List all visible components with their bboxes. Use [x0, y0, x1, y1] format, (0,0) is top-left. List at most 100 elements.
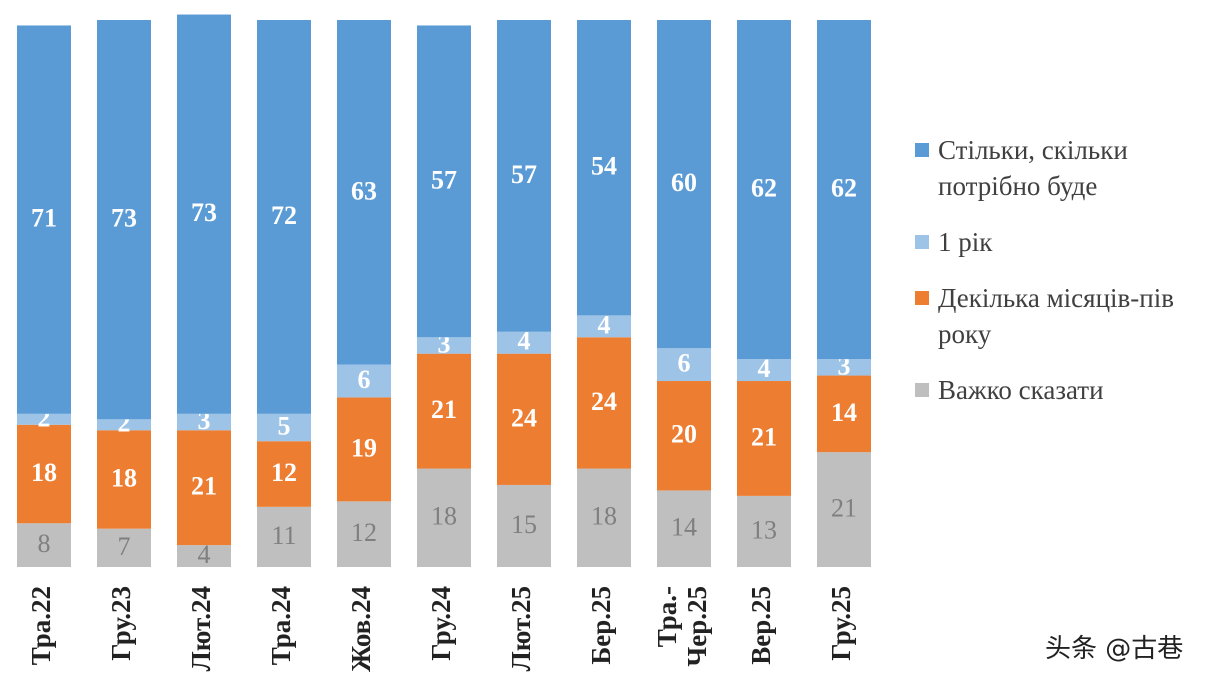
value-label: 60 [671, 168, 697, 197]
bar-segment [817, 452, 871, 567]
value-label: 5 [278, 411, 291, 440]
value-label: 62 [831, 174, 857, 203]
value-label: 12 [271, 458, 297, 487]
value-label: 6 [678, 349, 691, 378]
bar-segment [417, 468, 471, 567]
bar-segment [817, 375, 871, 453]
bar-segment [97, 528, 151, 567]
value-label: 21 [831, 494, 857, 523]
watermark: 头条 @古巷 [1045, 634, 1184, 664]
bar-segment [97, 419, 151, 431]
bar-segment [337, 501, 391, 567]
value-label: 4 [758, 354, 771, 383]
x-tick-label: Тра.24 [266, 586, 296, 665]
bar-segment [97, 20, 151, 420]
value-label: 21 [191, 472, 217, 501]
bar-segment [737, 359, 791, 382]
value-label: 57 [431, 165, 457, 194]
bar-segment [577, 468, 631, 567]
x-tick-label: Лют.24 [186, 586, 216, 671]
bar-segment [657, 490, 711, 567]
x-tick-label: Гру.23 [106, 586, 136, 661]
bar-segment [17, 523, 71, 567]
bar-segment [17, 424, 71, 524]
value-label: 62 [751, 174, 777, 203]
x-tick-label: Гру.25 [826, 586, 856, 661]
bar-segment [657, 20, 711, 349]
value-label: 73 [191, 198, 217, 227]
bar-segment [257, 441, 311, 507]
value-label: 6 [358, 365, 371, 394]
legend-swatch [915, 143, 929, 157]
bar-segment [497, 484, 551, 567]
value-label: 71 [31, 204, 57, 233]
legend-swatch [915, 383, 929, 397]
value-label: 15 [511, 510, 537, 539]
value-label: 13 [751, 515, 777, 544]
legend-label: Декілька місяців-пів року [938, 283, 1174, 349]
legend-item: 1 рік [915, 224, 1225, 260]
value-label: 21 [751, 422, 777, 451]
bar-segment [417, 25, 471, 338]
value-label: 11 [271, 521, 296, 550]
value-label: 18 [591, 502, 617, 531]
legend-label: Стільки, скільки потрібно буде [938, 135, 1128, 201]
value-label: 4 [198, 540, 211, 569]
bar-segment [177, 545, 231, 567]
value-label: 54 [591, 152, 617, 181]
legend-item: Декілька місяців-пів року [915, 280, 1225, 352]
value-label: 72 [271, 201, 297, 230]
bar-segment [17, 25, 71, 414]
value-label: 8 [38, 529, 51, 558]
value-label: 12 [351, 518, 377, 547]
x-tick-label: Бер.25 [586, 586, 616, 665]
value-label: 24 [591, 387, 617, 416]
bar-segment [417, 337, 471, 354]
bar-segment [497, 353, 551, 485]
bar-segment [577, 20, 631, 316]
value-label: 19 [351, 433, 377, 462]
legend-label: 1 рік [938, 227, 993, 257]
legend-item: Важко сказати [915, 372, 1225, 408]
bar-segment [657, 381, 711, 491]
bar-segment [177, 14, 231, 414]
value-label: 57 [511, 160, 537, 189]
value-label: 4 [598, 310, 611, 339]
x-tick-label: Тра.-Чер.25 [652, 586, 712, 667]
bar-segment [577, 315, 631, 338]
value-label: 14 [831, 398, 857, 427]
bar-segment [17, 413, 71, 425]
bar-segment [497, 331, 551, 354]
legend-swatch [915, 291, 929, 305]
legend-label: Важко сказати [938, 375, 1104, 405]
bar-segment [577, 337, 631, 469]
x-tick-label: Гру.24 [426, 586, 456, 661]
bar-segment [337, 397, 391, 502]
value-label: 18 [31, 458, 57, 487]
value-label: 73 [111, 204, 137, 233]
value-label: 18 [431, 502, 457, 531]
value-label: 7 [118, 532, 131, 561]
value-label: 63 [351, 176, 377, 205]
bar-segment [737, 381, 791, 496]
bar-segment [817, 359, 871, 376]
value-label: 4 [518, 327, 531, 356]
bar-segment [737, 20, 791, 360]
x-tick-label: Жов.24 [346, 586, 376, 672]
bar-segment [817, 20, 871, 360]
legend-swatch [915, 235, 929, 249]
x-tick-label: Лют.25 [506, 586, 536, 671]
bar-segment [257, 506, 311, 567]
bar-segment [177, 413, 231, 431]
legend: Стільки, скільки потрібно буде 1 рік Декіл… [915, 132, 1225, 428]
bar-segment [417, 353, 471, 469]
value-label: 20 [671, 420, 697, 449]
value-label: 18 [111, 463, 137, 492]
bar-segment [337, 364, 391, 398]
bar-segment [97, 430, 151, 529]
bar-segment [257, 413, 311, 442]
bar-segment [737, 495, 791, 567]
bar-segment [497, 20, 551, 332]
